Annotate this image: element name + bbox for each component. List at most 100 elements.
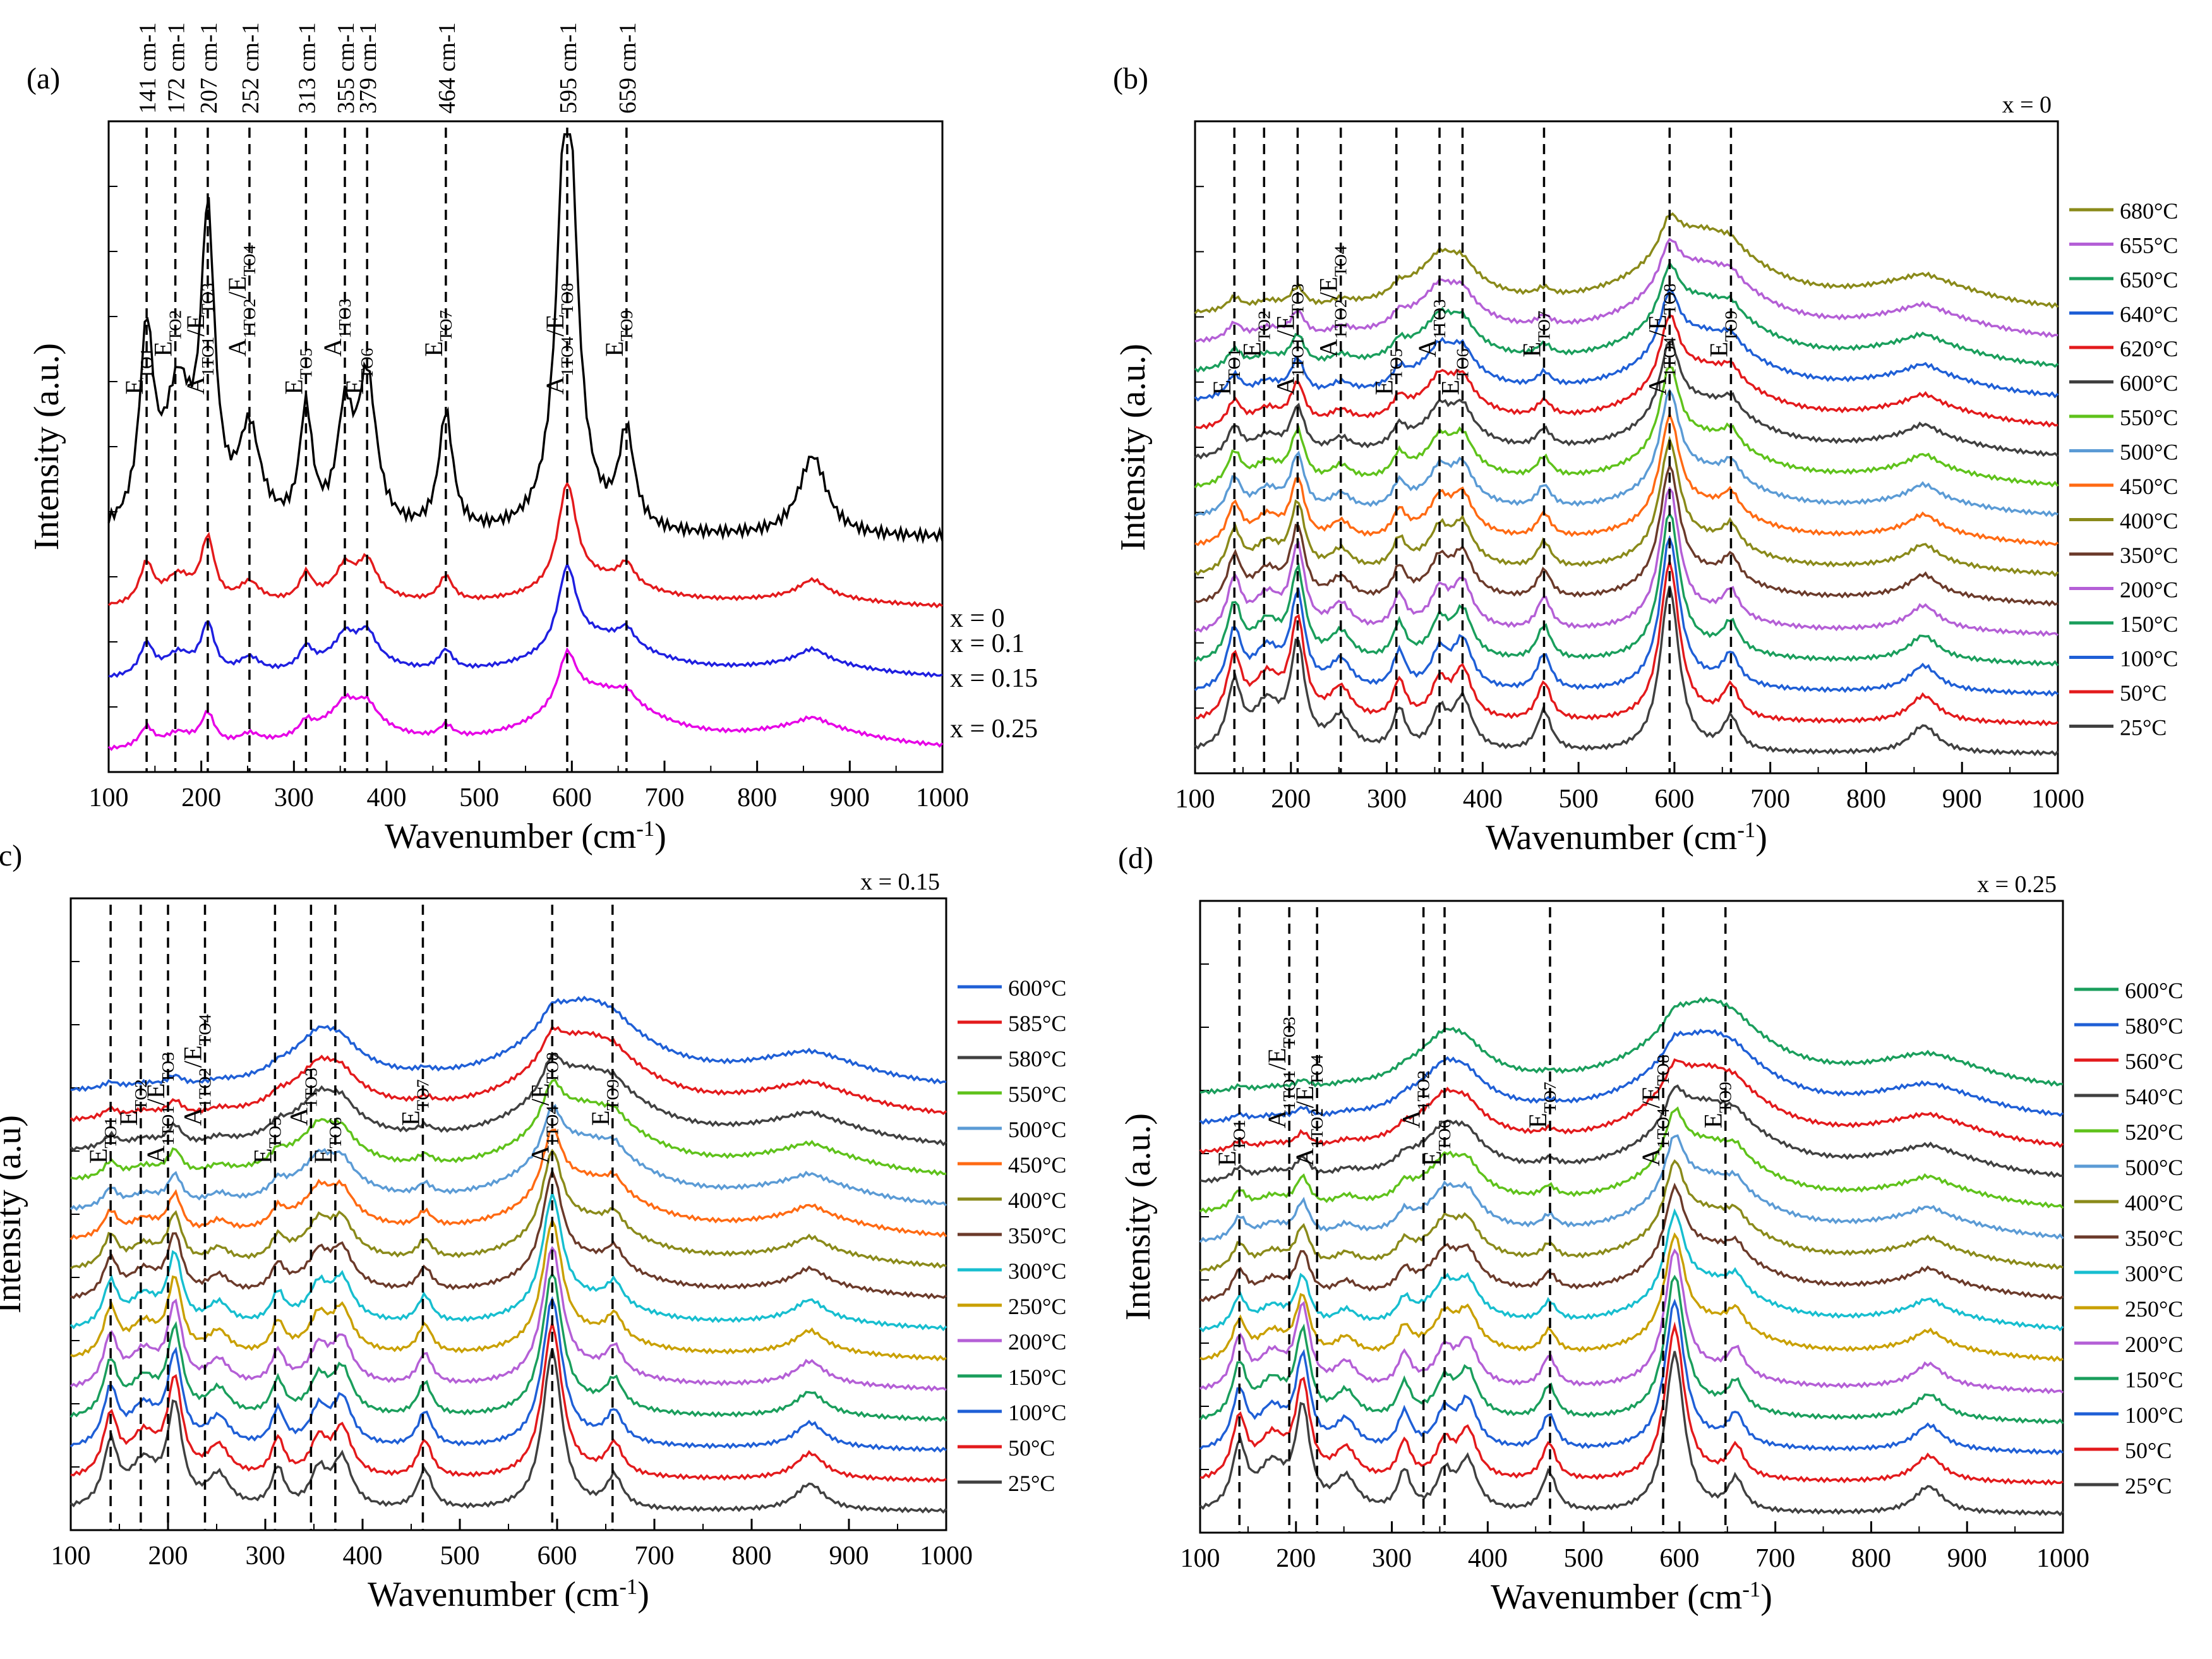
legend-label: 100°C	[1008, 1400, 1066, 1425]
x-tick-label: 700	[1755, 1544, 1795, 1573]
panel-a: 100 200 300 400 500 600 700 800 900 1000 (a) Wavenu…	[27, 22, 1038, 856]
legend-label: 400°C	[1008, 1188, 1066, 1213]
series-line-640°C	[1194, 286, 2059, 402]
mode-label: A1TO4/ETO8	[541, 283, 577, 395]
series-line-540°C	[1199, 1084, 2064, 1184]
legend-label: 580°C	[1008, 1046, 1066, 1071]
mode-label: A1TO2	[1397, 1070, 1433, 1128]
series-line-100°C	[1199, 1298, 2064, 1456]
series-line-620°C	[1194, 314, 2059, 430]
legend-label: 100°C	[2120, 646, 2178, 672]
mode-label: ETO1	[1213, 1119, 1249, 1166]
mode-label: A1TO2/ETO4	[223, 244, 259, 356]
legend-label: 560°C	[2125, 1049, 2183, 1074]
x-tick-label: 200	[181, 783, 221, 812]
panel-title: x = 0.15	[860, 869, 940, 895]
x-tick-label: 1000	[2036, 1544, 2089, 1573]
x-tick-label: 600	[538, 1541, 577, 1571]
y-axis-label: Intensity (a.u.)	[27, 343, 66, 550]
legend-label: 200°C	[2120, 577, 2178, 603]
legend-label: 250°C	[2125, 1296, 2183, 1322]
panel-d: 100 200 300 400 500 600 700 800 900 1000 (d) x = 0.…	[1118, 842, 2183, 1617]
x-tick-label: 800	[737, 783, 777, 812]
series-line-250°C	[1199, 1232, 2064, 1363]
mode-label: ETO6	[1418, 1119, 1454, 1166]
mode-label: A1TO3	[318, 299, 354, 357]
series-line-200°C	[1194, 486, 2059, 637]
x-tick-label: 300	[246, 1541, 286, 1571]
legend-label: 250°C	[1008, 1294, 1066, 1319]
legend-label: 500°C	[2125, 1155, 2183, 1180]
x-tick-label: 800	[732, 1541, 772, 1571]
series-line-560°C	[1199, 1058, 2064, 1155]
mode-label: ETO1	[84, 1117, 120, 1164]
legend-label: 50°C	[2125, 1438, 2172, 1463]
x-tick-label: 400	[343, 1541, 383, 1571]
x-tick-label: 300	[1367, 785, 1407, 814]
series-line-580°C	[69, 1051, 947, 1152]
x-tick-label: 600	[1654, 785, 1694, 814]
series-line-x = 0.15	[108, 561, 943, 678]
series-line-150°C	[1194, 512, 2059, 667]
x-tick-label: 100	[1175, 785, 1215, 814]
series-line-350°C	[70, 1167, 947, 1300]
mode-label: A1TO4/ETO8	[1643, 284, 1679, 395]
legend-label: 25°C	[1008, 1471, 1055, 1496]
series-line-x = 0.25	[107, 647, 944, 751]
series-line-350°C	[1199, 1182, 2064, 1303]
mode-label: ETO5	[1370, 349, 1406, 395]
x-tick-label: 800	[1846, 785, 1886, 814]
legend-label: 50°C	[1008, 1435, 1055, 1461]
mode-label: A1TO1/ETO3	[181, 283, 217, 395]
series-line-300°C	[69, 1189, 947, 1332]
legend-label: 50°C	[2120, 680, 2167, 706]
panel-a-frame	[107, 120, 944, 773]
series-line-600°C	[1199, 996, 2064, 1095]
x-tick-label: 400	[367, 783, 407, 812]
panel-title: x = 0	[2002, 92, 2052, 118]
series-line-25°C	[1194, 586, 2059, 757]
series-line-200°C	[1199, 1248, 2064, 1394]
mode-label: A1TO3	[284, 1068, 320, 1126]
x-tick-label: 700	[645, 783, 685, 812]
series-line-585°C	[69, 1025, 947, 1123]
mode-label: ETO5	[248, 1117, 284, 1164]
mode-label: A1TO3	[1413, 299, 1449, 358]
x-tick-label: 900	[829, 1541, 869, 1571]
x-tick-label: 500	[440, 1541, 480, 1571]
series-line-500°C	[1199, 1134, 2064, 1243]
legend-label: 600°C	[2125, 978, 2183, 1003]
legend-label: 200°C	[2125, 1332, 2183, 1357]
x-tick-label: 100	[89, 783, 129, 812]
mode-label: ETO6	[309, 1117, 345, 1164]
legend-label: 500°C	[2120, 440, 2178, 465]
mode-label: ETO1	[1208, 349, 1244, 395]
series-line-680°C	[1194, 212, 2059, 315]
legend-label: 655°C	[2120, 233, 2178, 258]
series-line-x = 0	[107, 133, 944, 545]
x-tick-label: 200	[1276, 1544, 1316, 1573]
legend-label: 100°C	[2125, 1403, 2183, 1428]
mode-label: ETO7	[1524, 1082, 1560, 1128]
legend-label: 450°C	[2120, 474, 2178, 499]
legend-label: 350°C	[1008, 1223, 1066, 1248]
series-line-550°C	[1194, 365, 2059, 488]
x-tick-label: 300	[1372, 1544, 1412, 1573]
mode-label: A1TO1/ETO3	[1271, 284, 1307, 395]
mode-label: ETO9	[1699, 1082, 1735, 1128]
panel-letter: (c)	[0, 839, 22, 872]
panel-b-frame	[1194, 120, 2059, 775]
legend-label: 400°C	[2125, 1190, 2183, 1216]
mode-label: A1TO4/ETO8	[526, 1052, 562, 1164]
legend-label: x = 0.25	[950, 715, 1038, 744]
series-line-x = 0.1	[107, 481, 943, 609]
legend-label: 640°C	[2120, 302, 2178, 327]
x-tick-label: 600	[1659, 1544, 1699, 1573]
panel-c: 100 200 300 400 500 600 700 800 900 1000 (c) x = 0.…	[0, 839, 1066, 1614]
series-line-150°C	[69, 1272, 947, 1422]
series-line-100°C	[1194, 534, 2059, 697]
top-wavenumber-label: 595 cm-1	[555, 22, 582, 114]
legend-label: x = 0	[950, 604, 1005, 633]
legend-label: 540°C	[2125, 1084, 2183, 1109]
series-line-200°C	[69, 1246, 947, 1392]
